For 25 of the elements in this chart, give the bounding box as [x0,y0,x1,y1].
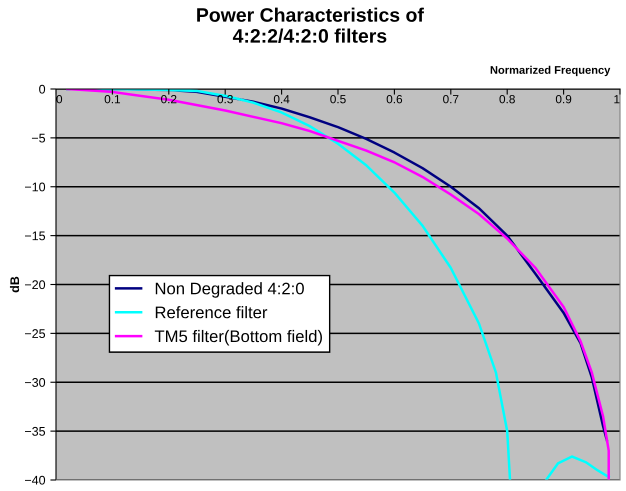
legend-label: TM5 filter(Bottom field) [154,330,322,346]
x-tick-label: 0.4 [274,94,290,104]
x-tick-label: 0.9 [556,94,572,104]
y-axis-title: dB [10,276,20,292]
x-tick-label: 0.7 [443,94,458,104]
x-tick-label: 0.6 [386,94,402,104]
y-tick-label: −20 [24,280,46,290]
y-tick-label: −5 [32,134,46,143]
x-axis-title: Normarized Frequency [490,66,610,76]
y-tick-label: −25 [24,329,46,338]
x-tick-label: 0.8 [499,94,515,104]
x-tick-label: 0 [56,94,62,104]
y-tick-label: −15 [24,232,46,240]
chart-title: Power Characteristics of 4:2:2/4:2:0 filters [197,8,424,43]
x-tick-label: 0.5 [330,94,346,104]
y-tick-label: −40 [24,476,46,485]
y-tick-label: −35 [24,426,46,436]
x-tick-label: 1 [614,95,620,104]
y-tick-label: 0 [39,84,46,94]
x-tick-label: 0.1 [104,94,120,104]
x-tick-label: 0.2 [161,94,176,104]
y-tick-label: −30 [24,378,46,387]
legend-label: Reference filter [156,306,268,318]
y-tick-label: −10 [24,182,46,192]
legend-label: Non Degraded 4:2:0 [156,282,304,298]
